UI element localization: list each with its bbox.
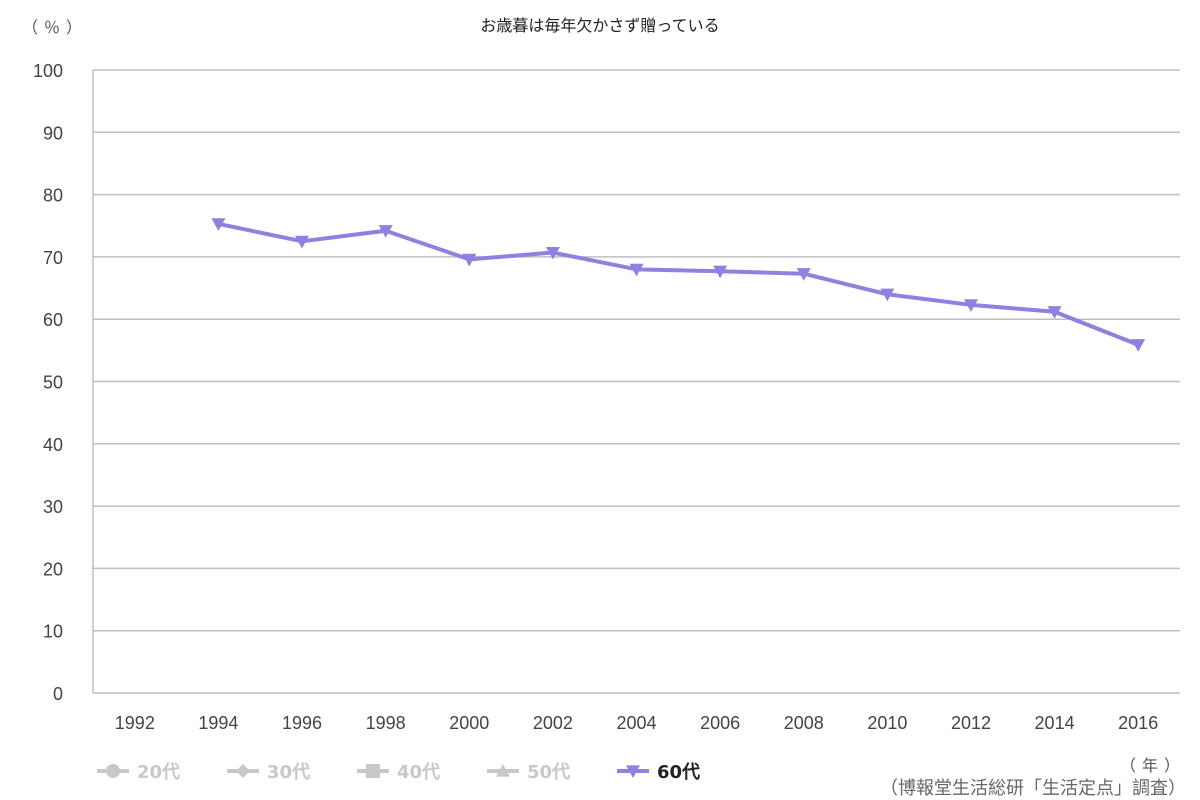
x-tick-label: 2004	[616, 713, 656, 733]
legend-marker-icon	[227, 764, 259, 778]
legend-item[interactable]: 20代	[95, 758, 225, 784]
triangle-down-marker	[1131, 339, 1146, 352]
x-tick-label: 2002	[533, 713, 573, 733]
legend-label: 40代	[397, 762, 441, 783]
circle-marker	[106, 764, 120, 778]
legend-label: 30代	[267, 762, 311, 783]
triangle-up-marker	[496, 764, 510, 777]
triangle-down-marker	[963, 299, 978, 312]
x-axis-unit: （年）	[1120, 756, 1187, 775]
legend-label: 60代	[657, 762, 701, 783]
y-tick-label: 60	[43, 310, 63, 330]
y-tick-label: 10	[43, 622, 63, 642]
source-note: （博報堂生活総研「生活定点」調査）	[880, 778, 1186, 799]
legend-item[interactable]: 40代	[355, 758, 485, 784]
x-tick-label: 2010	[867, 713, 907, 733]
x-tick-label: 1992	[115, 713, 155, 733]
x-tick-label: 2012	[951, 713, 991, 733]
y-tick-label: 100	[33, 61, 63, 81]
diamond-marker	[236, 764, 250, 778]
x-tick-label: 1998	[366, 713, 406, 733]
triangle-down-marker	[796, 268, 811, 281]
legend-marker-icon	[357, 764, 389, 778]
triangle-down-marker	[1047, 306, 1062, 319]
y-tick-label: 30	[43, 497, 63, 517]
legend: 20代 30代 40代 50代 60代	[95, 758, 745, 784]
triangle-down-marker	[545, 246, 560, 260]
series-line-60代	[218, 221, 1139, 347]
y-tick-label: 70	[43, 248, 63, 268]
y-tick-label: 80	[43, 186, 63, 206]
x-tick-label: 2008	[784, 713, 824, 733]
x-tick-label: 1994	[198, 713, 238, 733]
triangle-down-marker	[378, 225, 393, 238]
triangle-down-marker	[629, 263, 644, 277]
y-tick-label: 40	[43, 435, 63, 455]
y-tick-label: 90	[43, 123, 63, 143]
chart-title: お歳暮は毎年欠かさず贈っている	[480, 16, 720, 35]
legend-label: 50代	[527, 762, 571, 783]
x-tick-label: 2014	[1035, 713, 1075, 733]
legend-label: 20代	[137, 762, 181, 783]
triangle-down-marker	[211, 218, 226, 231]
triangle-down-marker	[295, 235, 310, 249]
triangle-down-marker	[462, 253, 477, 267]
triangle-down-marker	[713, 265, 728, 279]
triangle-down-marker	[880, 288, 895, 302]
x-tick-label: 1996	[282, 713, 322, 733]
square-marker	[366, 764, 380, 778]
y-axis-unit: （％）	[22, 18, 89, 37]
y-tick-label: 50	[43, 373, 63, 393]
y-tick-label: 0	[53, 684, 63, 704]
y-tick-label: 20	[43, 559, 63, 579]
x-tick-label: 2006	[700, 713, 740, 733]
legend-marker-icon	[487, 764, 519, 777]
legend-item[interactable]: 50代	[485, 758, 615, 784]
x-tick-label: 2000	[449, 713, 489, 733]
legend-item[interactable]: 30代	[225, 758, 355, 784]
legend-marker-icon	[617, 765, 649, 778]
legend-item[interactable]: 60代	[615, 758, 745, 784]
triangle-down-marker	[626, 765, 640, 778]
legend-marker-icon	[97, 764, 129, 778]
x-tick-label: 2016	[1118, 713, 1158, 733]
